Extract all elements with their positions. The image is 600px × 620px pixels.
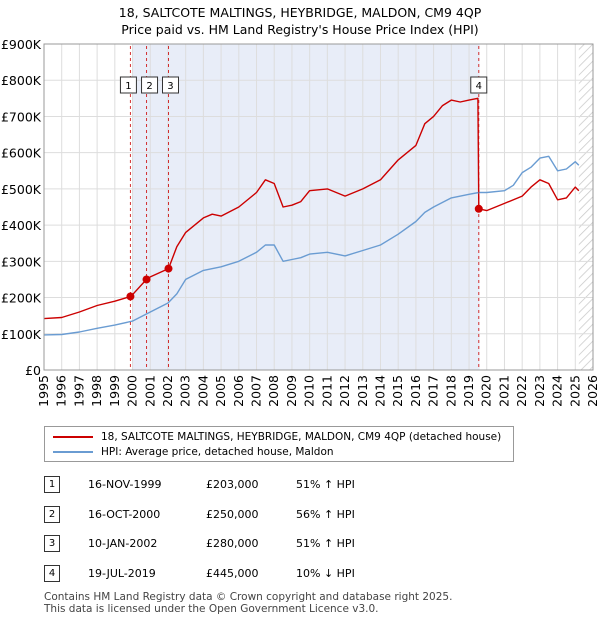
legend-item-hpi: HPI: Average price, detached house, Mald… bbox=[53, 445, 334, 459]
transaction-date: 16-OCT-2000 bbox=[88, 507, 161, 521]
x-tick-label: 1996 bbox=[54, 375, 69, 407]
marker-label-2: 2 bbox=[146, 81, 152, 92]
x-tick-label: 2016 bbox=[408, 375, 423, 407]
y-tick-label: £400K bbox=[1, 218, 42, 233]
x-tick-label: 2023 bbox=[532, 375, 547, 407]
marker-box-2 bbox=[141, 76, 159, 94]
legend-item-property: 18, SALTCOTE MALTINGS, HEYBRIDGE, MALDON… bbox=[53, 430, 501, 444]
transaction-number-box: 1 bbox=[44, 476, 60, 494]
x-tick-label: 2009 bbox=[284, 375, 299, 407]
transaction-date: 19-JUL-2019 bbox=[88, 566, 156, 580]
y-tick-label: £900K bbox=[1, 37, 42, 52]
x-tick-label: 2018 bbox=[443, 375, 458, 407]
x-tick-label: 2024 bbox=[550, 375, 565, 407]
x-tick-label: 2006 bbox=[231, 375, 246, 407]
sale-point-2 bbox=[142, 275, 151, 284]
y-tick-label: £0 bbox=[25, 363, 41, 378]
x-tick-label: 2001 bbox=[142, 375, 157, 407]
x-tick-label: 1998 bbox=[89, 375, 104, 407]
marker-box-3 bbox=[161, 76, 179, 94]
sale-point-4 bbox=[474, 204, 483, 213]
marker-box-4 bbox=[470, 76, 488, 94]
footer: Contains HM Land Registry data © Crown c… bbox=[44, 591, 452, 615]
x-tick-label: 2002 bbox=[160, 375, 175, 407]
x-tick-label: 2008 bbox=[266, 375, 281, 407]
sale-point-3 bbox=[164, 264, 173, 273]
legend-swatch-red bbox=[53, 436, 93, 438]
title-line-2: Price paid vs. HM Land Registry's House … bbox=[121, 22, 479, 37]
footer-licence: This data is licensed under the Open Gov… bbox=[44, 603, 379, 615]
transaction-hpi: 56% ↑ HPI bbox=[296, 507, 355, 521]
transaction-date: 10-JAN-2002 bbox=[88, 537, 158, 551]
x-tick-label: 1999 bbox=[107, 375, 122, 407]
table-row: 3 10-JAN-2002 £280,000 51% ↑ HPI bbox=[44, 529, 355, 559]
y-tick-label: £800K bbox=[1, 73, 42, 88]
x-tick-label: 2005 bbox=[213, 375, 228, 407]
y-tick-label: £700K bbox=[1, 109, 42, 124]
y-tick-label: £200K bbox=[1, 291, 42, 306]
x-tick-label: 2014 bbox=[372, 375, 387, 407]
transaction-price: £445,000 bbox=[206, 566, 259, 580]
marker-label-4: 4 bbox=[476, 81, 482, 92]
footer-copyright: Contains HM Land Registry data © Crown c… bbox=[44, 591, 453, 603]
marker-label-1: 1 bbox=[125, 81, 131, 92]
chart-title: 18, SALTCOTE MALTINGS, HEYBRIDGE, MALDON… bbox=[0, 4, 600, 38]
transaction-price: £280,000 bbox=[206, 537, 259, 551]
shaded-ownership-region bbox=[132, 44, 480, 370]
transaction-hpi: 51% ↑ HPI bbox=[296, 537, 355, 551]
table-row: 1 16-NOV-1999 £203,000 51% ↑ HPI bbox=[44, 470, 355, 500]
transaction-hpi: 51% ↑ HPI bbox=[296, 478, 355, 492]
series-line-hpi bbox=[44, 155, 580, 336]
x-tick-label: 2022 bbox=[514, 375, 529, 407]
transaction-number-box: 4 bbox=[44, 564, 60, 582]
transaction-date: 16-NOV-1999 bbox=[88, 478, 162, 492]
y-tick-label: £600K bbox=[1, 146, 42, 161]
transactions-table: 1 16-NOV-1999 £203,000 51% ↑ HPI 2 16-OC… bbox=[44, 470, 355, 588]
transaction-number-box: 3 bbox=[44, 535, 60, 553]
x-tick-label: 2011 bbox=[319, 375, 334, 407]
marker-box-1 bbox=[119, 76, 137, 94]
title-line-1: 18, SALTCOTE MALTINGS, HEYBRIDGE, MALDON… bbox=[118, 5, 482, 20]
x-tick-label: 2013 bbox=[355, 375, 370, 407]
x-tick-label: 2003 bbox=[178, 375, 193, 407]
transaction-hpi: 10% ↓ HPI bbox=[296, 566, 355, 580]
x-tick-label: 2021 bbox=[496, 375, 511, 407]
legend-swatch-blue bbox=[53, 451, 93, 453]
x-tick-label: 2017 bbox=[426, 375, 441, 407]
hatched-forecast-region bbox=[578, 44, 593, 370]
transaction-number-box: 2 bbox=[44, 505, 60, 523]
sale-point-1 bbox=[126, 292, 135, 301]
legend-label-hpi: HPI: Average price, detached house, Mald… bbox=[101, 446, 334, 458]
x-tick-label: 2026 bbox=[585, 375, 600, 407]
y-tick-label: £500K bbox=[1, 182, 42, 197]
transaction-price: £250,000 bbox=[206, 507, 259, 521]
x-tick-label: 2025 bbox=[567, 375, 582, 407]
price-chart: 1 2 3 4 £0 £100K £200K £300K £400K £500K £600K £70… bbox=[1, 37, 600, 407]
x-tick-label: 2020 bbox=[479, 375, 494, 407]
x-tick-label: 2000 bbox=[125, 375, 140, 407]
legend-label-property: 18, SALTCOTE MALTINGS, HEYBRIDGE, MALDON… bbox=[101, 431, 502, 443]
x-tick-label: 2015 bbox=[390, 375, 405, 407]
x-tick-label: 2012 bbox=[337, 375, 352, 407]
x-tick-label: 2007 bbox=[249, 375, 264, 407]
table-row: 2 16-OCT-2000 £250,000 56% ↑ HPI bbox=[44, 500, 355, 530]
transaction-price: £203,000 bbox=[206, 478, 259, 492]
x-tick-label: 1997 bbox=[71, 375, 86, 407]
legend: 18, SALTCOTE MALTINGS, HEYBRIDGE, MALDON… bbox=[44, 426, 514, 462]
y-tick-label: £300K bbox=[1, 254, 42, 269]
plot-frame bbox=[43, 43, 594, 371]
x-tick-label: 2010 bbox=[302, 375, 317, 407]
marker-label-3: 3 bbox=[167, 81, 173, 92]
x-tick-label: 2004 bbox=[195, 375, 210, 407]
y-tick-label: £100K bbox=[1, 327, 42, 342]
x-tick-label: 2019 bbox=[461, 375, 476, 407]
table-row: 4 19-JUL-2019 £445,000 10% ↓ HPI bbox=[44, 559, 355, 589]
x-tick-label: 1995 bbox=[36, 375, 51, 407]
